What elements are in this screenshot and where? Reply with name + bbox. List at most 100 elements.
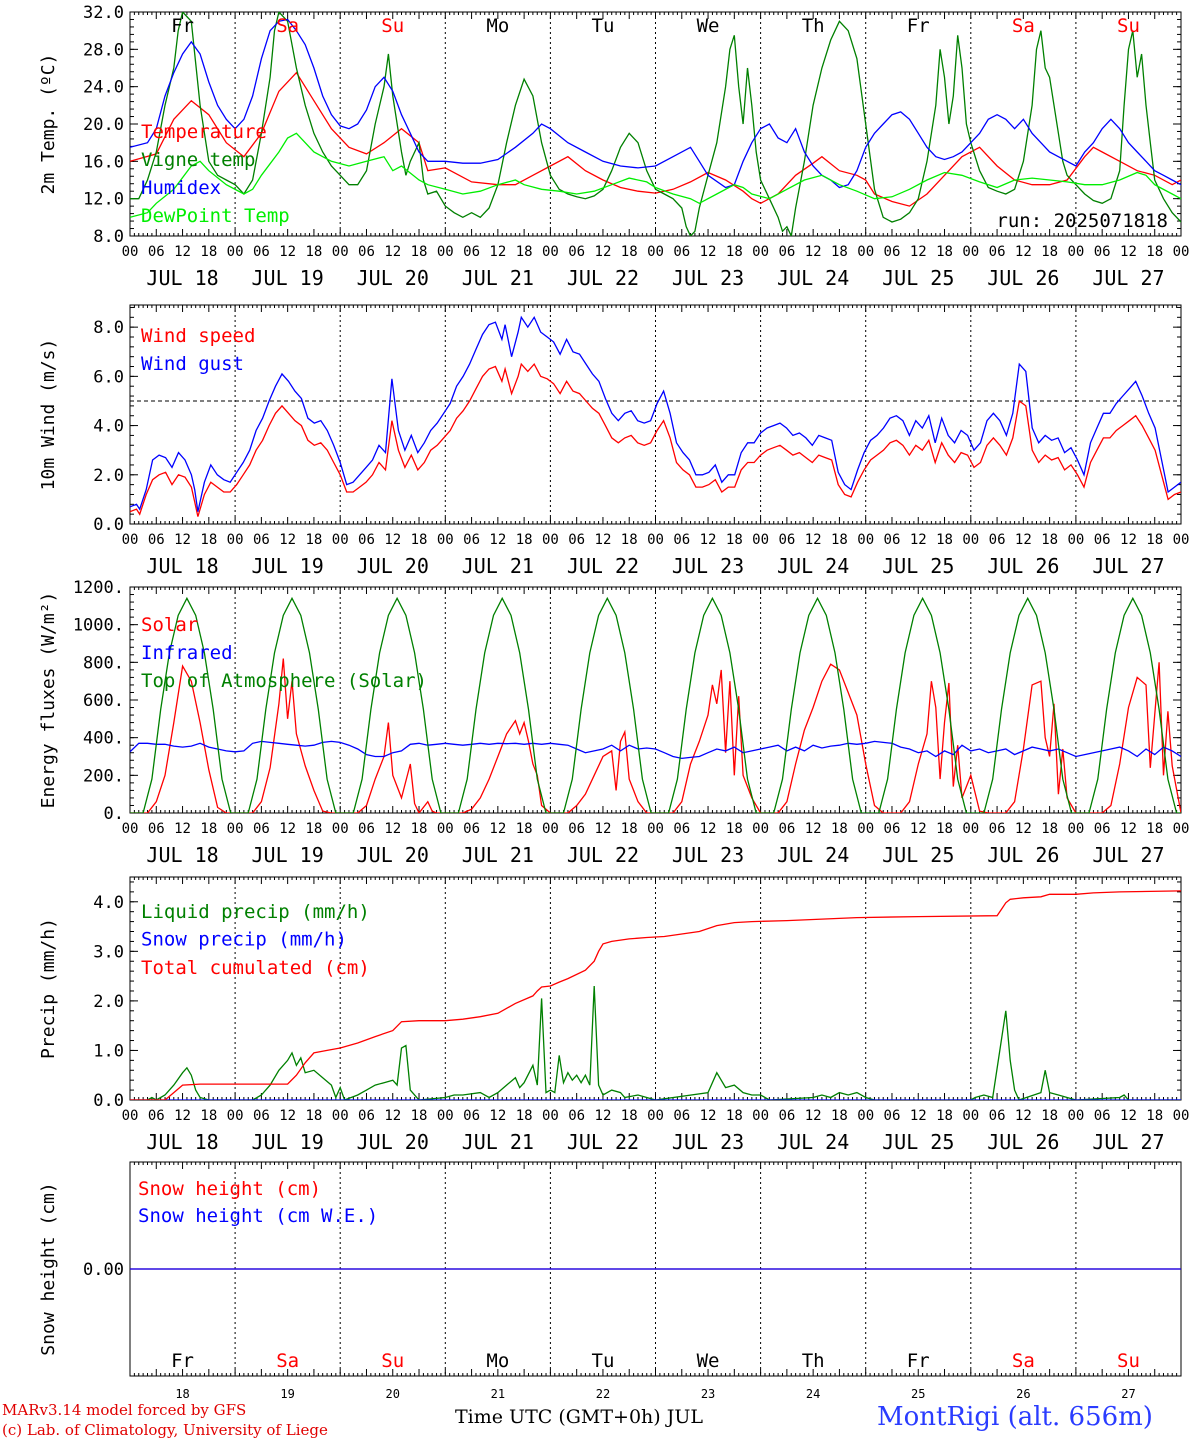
x-hour-label: 06 [568, 1108, 585, 1124]
series-line-top-of-atmosphere-solar- [130, 596, 1181, 813]
x-hour-label: 18 [1041, 821, 1058, 837]
x-hour-label: 12 [279, 821, 296, 837]
x-hour-label: 18 [1041, 244, 1058, 260]
x-hour-label: 12 [910, 1108, 927, 1124]
x-hour-label: 06 [673, 244, 690, 260]
x-date-label: JUL 22 [567, 266, 639, 290]
x-hour-label: 18 [621, 532, 638, 548]
x-hour-label: 00 [332, 532, 349, 548]
x-hour-label: 18 [516, 244, 533, 260]
x-hour-label: 00 [752, 1108, 769, 1124]
x-date-label: JUL 27 [1092, 554, 1164, 578]
x-hour-label: 06 [463, 532, 480, 548]
series-line-total-cumulated-cm- [130, 890, 1181, 1100]
x-hour-label: 12 [1015, 244, 1032, 260]
x-hour-label: 18 [305, 1108, 322, 1124]
x-date-label: JUL 27 [1092, 266, 1164, 290]
x-hour-label: 06 [673, 821, 690, 837]
x-hour-label: 06 [673, 532, 690, 548]
x-hour-label: 00 [437, 244, 454, 260]
x-hour-label: 18 [411, 532, 428, 548]
model-credit-line1: MARv3.14 model forced by GFS [2, 1401, 247, 1419]
day-number-label: 25 [911, 1387, 925, 1401]
x-hour-label: 00 [1173, 244, 1190, 260]
x-hour-label: 18 [411, 1108, 428, 1124]
x-hour-label: 00 [542, 244, 559, 260]
x-hour-label: 18 [200, 1108, 217, 1124]
x-hour-label: 12 [595, 821, 612, 837]
legend-entry: Wind speed [141, 325, 255, 347]
x-date-label: JUL 25 [882, 1130, 954, 1154]
x-hour-label: 06 [1094, 1108, 1111, 1124]
day-name-label: Mo [486, 15, 509, 37]
x-date-label: JUL 23 [672, 1130, 744, 1154]
x-hour-label: 00 [962, 821, 979, 837]
x-date-label: JUL 21 [462, 843, 534, 867]
time-axis-label: Time UTC (GMT+0h) JUL [455, 1406, 703, 1428]
day-number-label: 18 [175, 1387, 189, 1401]
legend-entry: Vigne temp [141, 149, 255, 171]
legend-entry: Snow precip (mm/h) [141, 929, 347, 951]
x-hour-label: 18 [1146, 821, 1163, 837]
panel-precip: 0.0 1.0 2.0 3.0 4.0 Precip (mm/h) Liquid preci… [38, 876, 1189, 1154]
x-hour-label: 12 [700, 532, 717, 548]
day-number-label: 19 [280, 1387, 294, 1401]
legend-entry: Temperature [141, 121, 267, 143]
x-hour-label: 06 [778, 532, 795, 548]
x-hour-label: 06 [778, 821, 795, 837]
y-axis-label: 2m Temp. (ºC) [38, 54, 59, 195]
x-hour-label: 18 [831, 244, 848, 260]
x-hour-label: 06 [1094, 532, 1111, 548]
x-hour-label: 00 [227, 821, 244, 837]
day-name-label: Su [381, 15, 404, 37]
legend-entry: Liquid precip (mm/h) [141, 901, 370, 923]
day-name-label: Su [1117, 15, 1140, 37]
x-hour-label: 12 [489, 532, 506, 548]
x-date-label: JUL 24 [777, 554, 849, 578]
y-tick-label: 8.0 [93, 227, 124, 247]
x-hour-label: 18 [1146, 532, 1163, 548]
y-axis-label: 10m Wind (m/s) [38, 339, 59, 491]
x-hour-label: 12 [1120, 532, 1137, 548]
x-hour-label: 06 [989, 1108, 1006, 1124]
x-hour-label: 18 [936, 244, 953, 260]
x-hour-label: 00 [437, 821, 454, 837]
x-hour-label: 18 [726, 532, 743, 548]
x-date-label: JUL 25 [882, 554, 954, 578]
x-hour-label: 06 [358, 1108, 375, 1124]
x-hour-label: 12 [700, 244, 717, 260]
x-hour-label: 00 [332, 1108, 349, 1124]
y-tick-label: 400. [83, 729, 124, 749]
x-hour-label: 12 [1120, 1108, 1137, 1124]
x-hour-label: 06 [568, 821, 585, 837]
x-hour-label: 06 [253, 244, 270, 260]
x-hour-label: 18 [411, 821, 428, 837]
x-hour-label: 12 [279, 532, 296, 548]
x-hour-label: 12 [279, 244, 296, 260]
x-hour-label: 18 [621, 244, 638, 260]
day-name-label: Fr [171, 1350, 194, 1372]
x-hour-label: 12 [384, 532, 401, 548]
x-hour-label: 00 [1067, 532, 1084, 548]
x-date-label: JUL 22 [567, 843, 639, 867]
x-date-label: JUL 25 [882, 843, 954, 867]
x-date-label: JUL 25 [882, 266, 954, 290]
x-hour-label: 00 [1173, 821, 1190, 837]
x-date-label: JUL 26 [987, 554, 1059, 578]
y-tick-label: 20.0 [83, 115, 124, 135]
x-hour-label: 12 [595, 244, 612, 260]
y-tick-label: 600. [83, 691, 124, 711]
x-date-label: JUL 23 [672, 554, 744, 578]
series-group [130, 12, 1181, 236]
x-hour-label: 18 [1041, 1108, 1058, 1124]
x-date-label: JUL 19 [252, 1130, 324, 1154]
x-hour-label: 12 [1120, 821, 1137, 837]
legend-entry: Snow height (cm) [138, 1178, 321, 1200]
y-tick-label: 1000. [73, 616, 124, 636]
x-hour-label: 06 [253, 821, 270, 837]
x-hour-label: 12 [1015, 1108, 1032, 1124]
x-date-label: JUL 26 [987, 843, 1059, 867]
x-hour-label: 18 [1146, 1108, 1163, 1124]
x-hour-label: 06 [463, 821, 480, 837]
x-hour-label: 06 [358, 244, 375, 260]
